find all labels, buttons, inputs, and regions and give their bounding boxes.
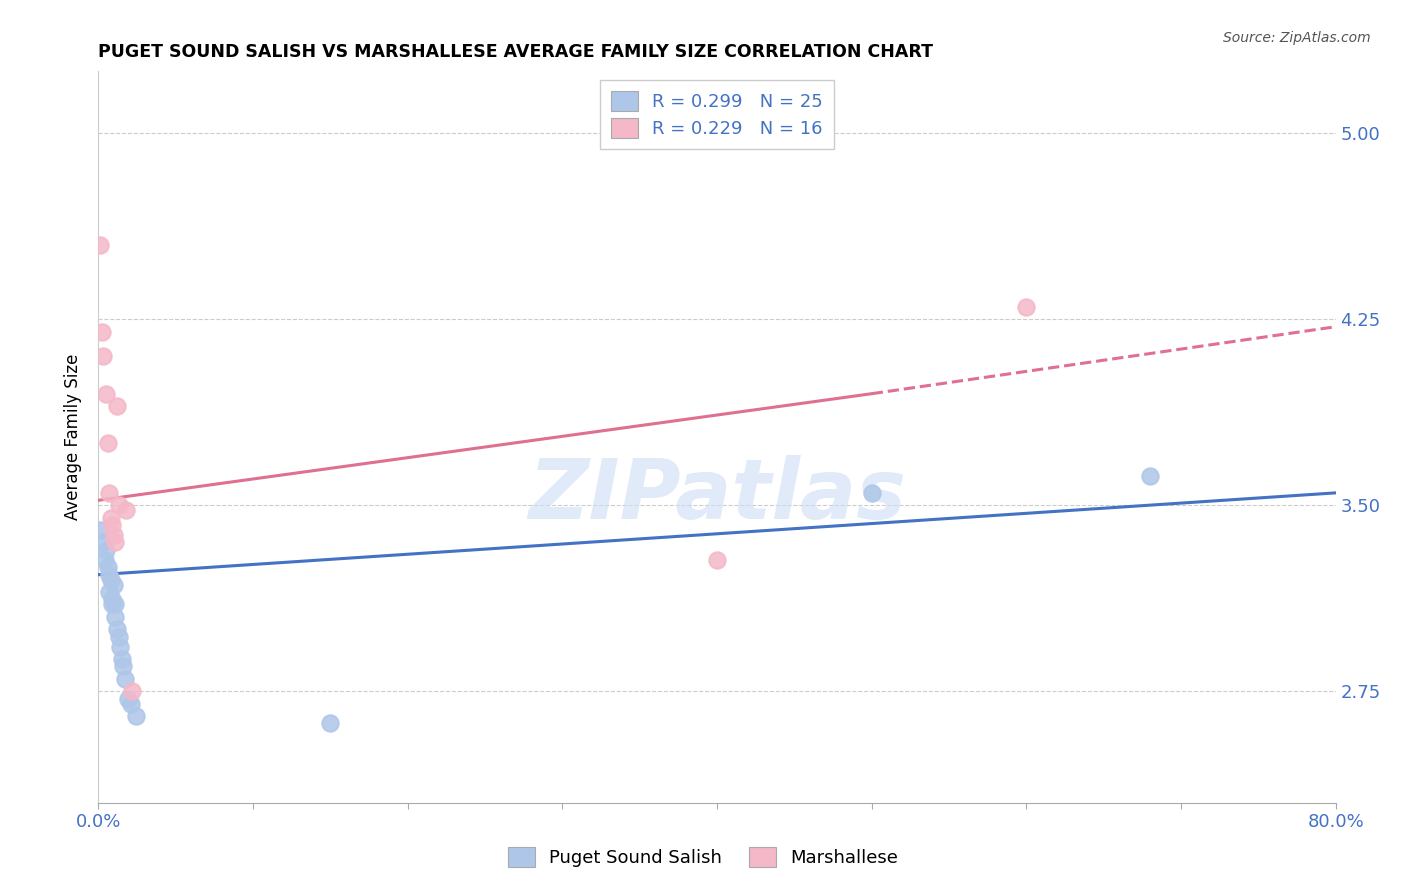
Point — [319, 716, 342, 731]
Legend: Puget Sound Salish, Marshallese: Puget Sound Salish, Marshallese — [501, 839, 905, 874]
Point — [91, 350, 114, 364]
Point — [100, 573, 122, 587]
Point — [91, 535, 114, 549]
Y-axis label: Average Family Size: Average Family Size — [65, 354, 83, 520]
Point — [96, 542, 118, 557]
Point — [1139, 468, 1161, 483]
Point — [90, 325, 112, 339]
Point — [103, 528, 125, 542]
Point — [97, 560, 120, 574]
Point — [97, 436, 120, 450]
Text: ZIPatlas: ZIPatlas — [529, 455, 905, 536]
Point — [860, 486, 883, 500]
Point — [115, 503, 138, 517]
Point — [100, 510, 122, 524]
Point — [114, 672, 136, 686]
Point — [105, 399, 128, 413]
Point — [98, 486, 121, 500]
Point — [96, 386, 118, 401]
Point — [706, 553, 728, 567]
Text: Source: ZipAtlas.com: Source: ZipAtlas.com — [1223, 31, 1371, 45]
Point — [104, 535, 127, 549]
Point — [104, 610, 127, 624]
Point — [98, 567, 121, 582]
Point — [117, 691, 139, 706]
Point — [1015, 300, 1038, 314]
Point — [104, 598, 127, 612]
Point — [98, 585, 121, 599]
Legend: R = 0.299   N = 25, R = 0.229   N = 16: R = 0.299 N = 25, R = 0.229 N = 16 — [600, 80, 834, 149]
Point — [121, 684, 143, 698]
Point — [101, 518, 124, 533]
Point — [89, 238, 111, 252]
Point — [93, 553, 115, 567]
Point — [120, 697, 142, 711]
Point — [101, 592, 124, 607]
Point — [107, 498, 129, 512]
Point — [108, 640, 131, 654]
Point — [103, 577, 125, 591]
Point — [124, 709, 146, 723]
Point — [111, 652, 134, 666]
Text: PUGET SOUND SALISH VS MARSHALLESE AVERAGE FAMILY SIZE CORRELATION CHART: PUGET SOUND SALISH VS MARSHALLESE AVERAG… — [98, 44, 934, 62]
Point — [107, 630, 129, 644]
Point — [112, 659, 135, 673]
Point — [105, 622, 128, 636]
Point — [101, 598, 124, 612]
Point — [89, 523, 111, 537]
